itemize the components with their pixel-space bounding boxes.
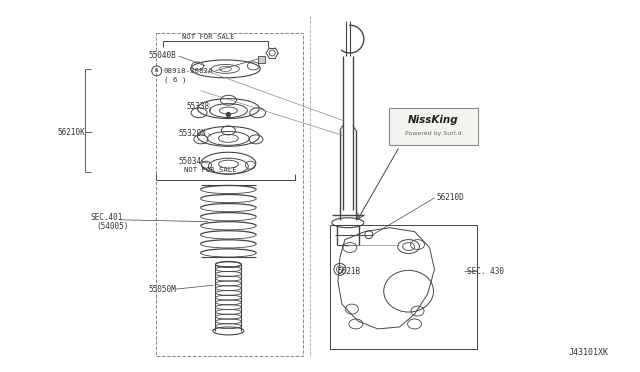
Text: 55050M: 55050M — [148, 285, 177, 294]
Text: 55320N: 55320N — [179, 129, 206, 138]
Text: 55338: 55338 — [187, 102, 210, 111]
Text: 56210D: 56210D — [436, 193, 464, 202]
Text: 08918-3082A: 08918-3082A — [164, 68, 213, 74]
Text: J43101XK: J43101XK — [569, 348, 609, 357]
Text: 56210K: 56210K — [57, 128, 85, 137]
Bar — [259, 56, 265, 63]
Text: (54005): (54005) — [96, 222, 129, 231]
Text: SEC.401: SEC.401 — [91, 213, 124, 222]
Text: ( 6 ): ( 6 ) — [164, 77, 186, 83]
FancyBboxPatch shape — [388, 108, 478, 145]
Text: Powered by Surl.d: Powered by Surl.d — [405, 131, 462, 136]
Text: 55034: 55034 — [179, 157, 202, 166]
Text: N: N — [155, 68, 158, 73]
Text: SEC. 430: SEC. 430 — [467, 267, 504, 276]
Text: NOT FOR SALE: NOT FOR SALE — [182, 34, 235, 40]
Circle shape — [227, 113, 230, 116]
Text: 5621B: 5621B — [338, 267, 361, 276]
Text: NissKing: NissKing — [408, 115, 459, 125]
Text: 55040B: 55040B — [148, 51, 177, 61]
Bar — [330, 225, 477, 349]
Bar — [156, 33, 303, 356]
Text: NOT FOR SALE: NOT FOR SALE — [184, 167, 237, 173]
